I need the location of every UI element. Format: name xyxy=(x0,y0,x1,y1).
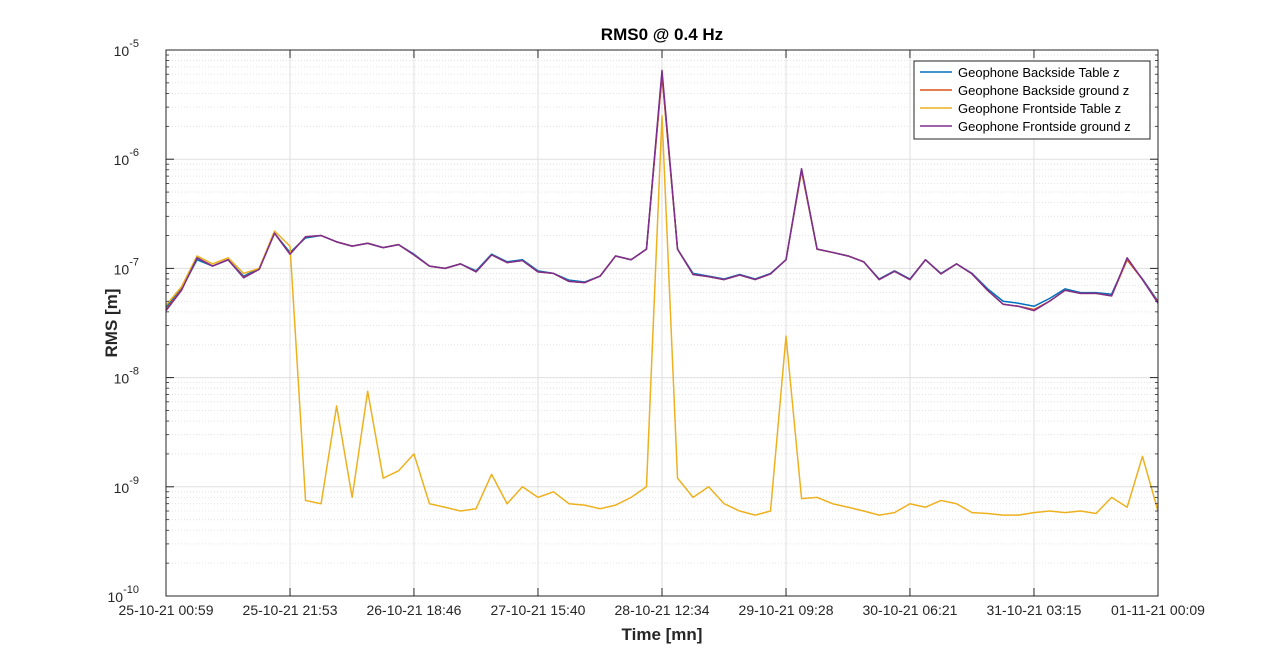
legend-entry: Geophone Frontside ground z xyxy=(958,119,1131,134)
x-tick-label: 28-10-21 12:34 xyxy=(615,602,710,618)
y-tick-base: 10 xyxy=(108,589,124,605)
axis-ticks xyxy=(165,49,1159,597)
y-tick-label: 10-9 xyxy=(114,475,139,496)
y-tick-exponent: -10 xyxy=(123,584,139,596)
y-tick-exponent: -9 xyxy=(129,475,139,487)
y-axis-label: RMS [m] xyxy=(102,289,121,358)
legend: Geophone Backside Table z Geophone Backsi… xyxy=(913,60,1151,140)
x-tick-label: 01-11-21 00:09 xyxy=(1111,602,1205,618)
x-tick-label: 30-10-21 06:21 xyxy=(862,602,957,618)
y-tick-label: 10-10 xyxy=(108,584,139,605)
y-tick-base: 10 xyxy=(114,152,130,168)
x-tick-labels: 25-10-21 00:59 25-10-21 21:53 26-10-21 18:… xyxy=(119,602,1206,618)
y-tick-exponent: -5 xyxy=(129,38,139,50)
x-axis-label: Time [mn] xyxy=(622,625,703,644)
y-tick-exponent: -7 xyxy=(129,256,139,268)
y-tick-base: 10 xyxy=(114,43,130,59)
x-tick-label: 26-10-21 18:46 xyxy=(366,602,461,618)
legend-entry: Geophone Backside ground z xyxy=(958,83,1129,98)
chart-title: RMS0 @ 0.4 Hz xyxy=(601,25,723,44)
x-tick-label: 31-10-21 03:15 xyxy=(986,602,1081,618)
x-tick-label: 25-10-21 00:59 xyxy=(119,602,214,618)
legend-box xyxy=(913,60,1151,140)
legend-entry: Geophone Backside Table z xyxy=(958,65,1120,80)
legend-entry: Geophone Frontside Table z xyxy=(958,101,1121,116)
y-tick-label: 10-5 xyxy=(114,38,139,59)
series-line-3 xyxy=(165,114,1159,516)
x-tick-label: 29-10-21 09:28 xyxy=(739,602,834,618)
y-tick-base: 10 xyxy=(114,480,130,496)
x-tick-label: 25-10-21 21:53 xyxy=(243,602,338,618)
y-tick-exponent: -8 xyxy=(129,366,139,378)
x-tick-label: 27-10-21 15:40 xyxy=(490,602,585,618)
y-tick-label: 10-6 xyxy=(114,147,139,168)
y-tick-label: 10-8 xyxy=(114,366,139,387)
y-tick-label: 10-7 xyxy=(114,256,139,277)
series-lines xyxy=(165,69,1159,516)
y-tick-exponent: -6 xyxy=(129,147,139,159)
y-tick-base: 10 xyxy=(114,371,130,387)
y-tick-base: 10 xyxy=(114,261,130,277)
series-line-4 xyxy=(165,69,1159,312)
